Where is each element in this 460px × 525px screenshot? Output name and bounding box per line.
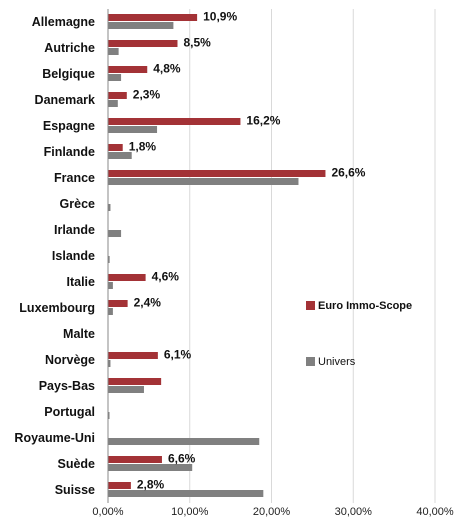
legend-swatch-euro-immo-scope [306, 301, 315, 310]
x-tick-label: 20,00% [253, 506, 291, 518]
data-label: 4,6% [152, 270, 180, 284]
bar-univers [108, 152, 132, 159]
bar-univers [108, 412, 110, 419]
bar-euro-immo-scope [108, 14, 198, 21]
category-label: Suède [57, 457, 95, 471]
category-label: Belgique [42, 67, 95, 81]
bar-univers [108, 464, 193, 471]
bar-euro-immo-scope [108, 274, 146, 281]
x-tick-label: 10,00% [171, 506, 209, 518]
bar-euro-immo-scope [108, 170, 326, 177]
x-tick-label: 0,00% [92, 506, 123, 518]
category-label: Norvège [45, 353, 95, 367]
category-label: Islande [52, 249, 95, 263]
bar-univers [108, 48, 119, 55]
bar-univers [108, 256, 110, 263]
x-tick-label: 40,00% [416, 506, 454, 518]
bar-univers [108, 178, 299, 185]
legend-label-euro-immo-scope: Euro Immo-Scope [318, 300, 412, 312]
category-label: Allemagne [32, 15, 95, 29]
category-label: Danemark [35, 93, 95, 107]
category-label: Luxembourg [19, 301, 95, 315]
bar-euro-immo-scope [108, 300, 128, 307]
bar-univers [108, 386, 144, 393]
x-tick-labels: 0,00% 10,00% 20,00% 30,00% 40,00% [92, 506, 453, 518]
category-label: Irlande [54, 223, 95, 237]
bar-euro-immo-scope [108, 92, 127, 99]
data-label: 2,8% [137, 478, 165, 492]
legend-swatch-univers [306, 357, 315, 366]
category-label: France [54, 171, 95, 185]
legend-label-univers: Univers [318, 356, 356, 368]
gridlines [189, 9, 436, 503]
bar-univers [108, 282, 113, 289]
bar-euro-immo-scope [108, 144, 123, 151]
bar-euro-immo-scope [108, 66, 148, 73]
bar-univers [108, 360, 111, 367]
bar-univers [108, 204, 111, 211]
bar-euro-immo-scope [108, 378, 162, 385]
category-label: Royaume-Uni [14, 431, 95, 445]
bar-euro-immo-scope [108, 118, 241, 125]
data-label: 6,6% [168, 452, 196, 466]
bar-euro-immo-scope [108, 482, 131, 489]
category-label: Autriche [44, 41, 95, 55]
category-label: Portugal [44, 405, 95, 419]
data-label: 4,8% [153, 62, 181, 76]
x-tick-label: 30,00% [335, 506, 373, 518]
legend: Euro Immo-Scope Univers [306, 300, 412, 368]
bars [108, 14, 326, 497]
bar-univers [108, 100, 118, 107]
category-label: Finlande [44, 145, 95, 159]
bar-univers [108, 74, 122, 81]
data-label: 10,9% [203, 10, 237, 24]
data-label: 2,3% [133, 88, 161, 102]
data-label: 16,2% [246, 114, 280, 128]
data-label: 2,4% [134, 296, 162, 310]
bar-euro-immo-scope [108, 40, 178, 47]
category-label: Italie [67, 275, 96, 289]
category-label: Grèce [60, 197, 95, 211]
bar-univers [108, 308, 113, 315]
bar-euro-immo-scope [108, 352, 158, 359]
bar-univers [108, 438, 260, 445]
data-label: 26,6% [331, 166, 365, 180]
data-labels: 10,9% 8,5%4,8% 2,3% 16,2% 1,8% 26,6% 4,6% 2,4% 6… [129, 10, 366, 492]
bar-univers [108, 22, 174, 29]
data-label: 1,8% [129, 140, 157, 154]
data-label: 6,1% [164, 348, 192, 362]
category-label: Pays-Bas [39, 379, 95, 393]
category-labels: Allemagne Autriche Belgique Danemark Espagne… [14, 15, 95, 497]
category-label: Suisse [55, 483, 95, 497]
bar-univers [108, 490, 264, 497]
category-label: Malte [63, 327, 95, 341]
bar-univers [108, 230, 122, 237]
bar-euro-immo-scope [108, 456, 162, 463]
category-label: Espagne [43, 119, 95, 133]
data-label: 8,5% [183, 36, 211, 50]
bar-univers [108, 126, 158, 133]
